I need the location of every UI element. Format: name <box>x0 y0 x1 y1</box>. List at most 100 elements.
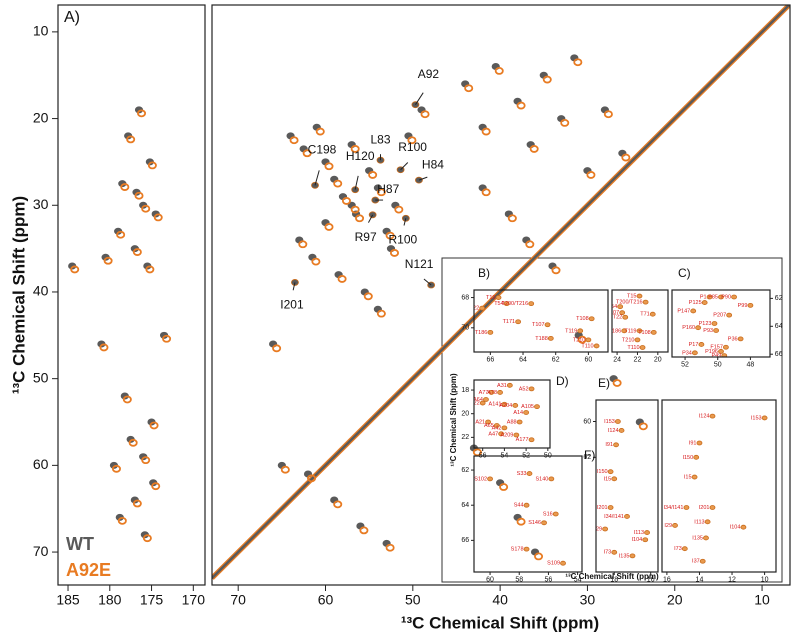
annotation: H120 <box>346 149 375 163</box>
annotated-peak <box>585 337 592 343</box>
peak <box>151 482 161 491</box>
residue-label: I15 <box>684 474 692 480</box>
annotated-peak <box>613 442 619 448</box>
residue-label: P49 <box>711 353 721 359</box>
annotated-peak <box>602 526 609 532</box>
annotated-peak <box>649 311 656 317</box>
peak <box>128 438 138 447</box>
residue-label: I153 <box>751 415 762 421</box>
peak <box>529 145 539 153</box>
residue-label: T22 <box>613 315 622 321</box>
x-tick-label: 50 <box>714 362 722 369</box>
peak <box>162 334 172 343</box>
residue-label: T71 <box>640 312 649 318</box>
x-tick-label: 175 <box>140 592 164 608</box>
residue-label: S16 <box>543 511 553 517</box>
x-tick-label: 54 <box>574 577 582 584</box>
annotated-peak <box>534 404 540 410</box>
peak <box>612 379 622 387</box>
annotation: N121 <box>405 257 434 271</box>
annotated-peak <box>617 304 624 310</box>
residue-label: T110 <box>627 345 639 351</box>
peak <box>99 343 109 352</box>
annotated-peak <box>622 314 629 320</box>
annotated-peak <box>731 294 737 300</box>
residue-label: I153 <box>604 419 615 425</box>
annotated-peak <box>644 530 650 535</box>
residue-label: A78 <box>487 390 497 396</box>
annotated-peak <box>621 328 628 334</box>
residue-label: T19 <box>486 295 495 301</box>
annotated-peak <box>681 546 688 552</box>
annotated-peak <box>761 415 768 421</box>
y-tick-label: 50 <box>33 369 49 385</box>
annotated-peak <box>618 428 625 433</box>
peak <box>355 214 365 223</box>
peak <box>147 161 157 170</box>
panel-label: F) <box>584 448 595 462</box>
residue-label: A204 <box>499 403 512 409</box>
annotated-peak <box>699 558 706 564</box>
annotation-leader <box>314 170 320 186</box>
annotated-peak <box>718 294 724 300</box>
annotated-peak <box>737 336 744 342</box>
annotated-peak <box>515 319 522 325</box>
peak <box>280 465 290 474</box>
annotated-peak <box>526 471 533 476</box>
annotated-peak <box>485 419 492 425</box>
peak <box>116 230 126 239</box>
residue-label: I91 <box>689 440 697 446</box>
annotated-peak <box>711 321 718 326</box>
annotated-peak <box>642 537 649 543</box>
residue-label: A209 <box>500 432 513 438</box>
residue-label: P207 <box>713 313 726 319</box>
x-tick-label: 60 <box>486 577 494 584</box>
residue-label: S44 <box>514 503 524 509</box>
annotated-peak <box>528 301 535 307</box>
annotated-peak <box>523 546 530 552</box>
y-tick-label: 64 <box>461 502 469 509</box>
annotated-peak <box>624 514 630 519</box>
residue-label: I113 <box>694 519 704 525</box>
annotated-peak <box>701 300 708 305</box>
residue-label: P85 <box>708 294 718 300</box>
annotated-peak <box>607 505 614 510</box>
residue-label: T210 <box>573 337 586 343</box>
annotated-peak <box>607 469 614 475</box>
annotated-peak <box>703 535 709 541</box>
residue-label: P36 <box>728 336 738 342</box>
panel-box <box>211 4 791 586</box>
residue-label: T108 <box>638 330 651 336</box>
residue-label: I37 <box>692 559 700 565</box>
residue-label: I201 <box>597 505 608 511</box>
annotation: R100 <box>398 140 427 154</box>
x-tick-label: 20 <box>654 357 662 364</box>
x-axis-label: ¹³C Chemical Shift (ppm) <box>401 613 599 632</box>
annotation: H84 <box>422 157 444 171</box>
residue-label: T22 <box>470 306 479 312</box>
residue-label: A88 <box>507 419 517 425</box>
peak <box>141 456 151 465</box>
annotated-peak <box>642 299 649 305</box>
residue-label: T188 <box>535 336 548 342</box>
x-tick-label: 48 <box>747 362 755 369</box>
peak <box>560 119 570 127</box>
panel-box <box>661 399 777 573</box>
residue-label: I73 <box>674 546 682 552</box>
peak <box>350 205 360 214</box>
annotated-peak <box>495 295 502 300</box>
peak <box>363 292 373 301</box>
annotated-peak <box>487 329 494 335</box>
panel-label: E) <box>598 376 610 390</box>
peak <box>324 162 334 171</box>
peak <box>359 526 369 535</box>
x-tick-label: 58 <box>515 577 523 584</box>
annotated-peak <box>479 400 486 406</box>
residue-label: I104 <box>632 537 643 543</box>
annotated-peak <box>513 432 520 438</box>
peak <box>311 257 321 266</box>
